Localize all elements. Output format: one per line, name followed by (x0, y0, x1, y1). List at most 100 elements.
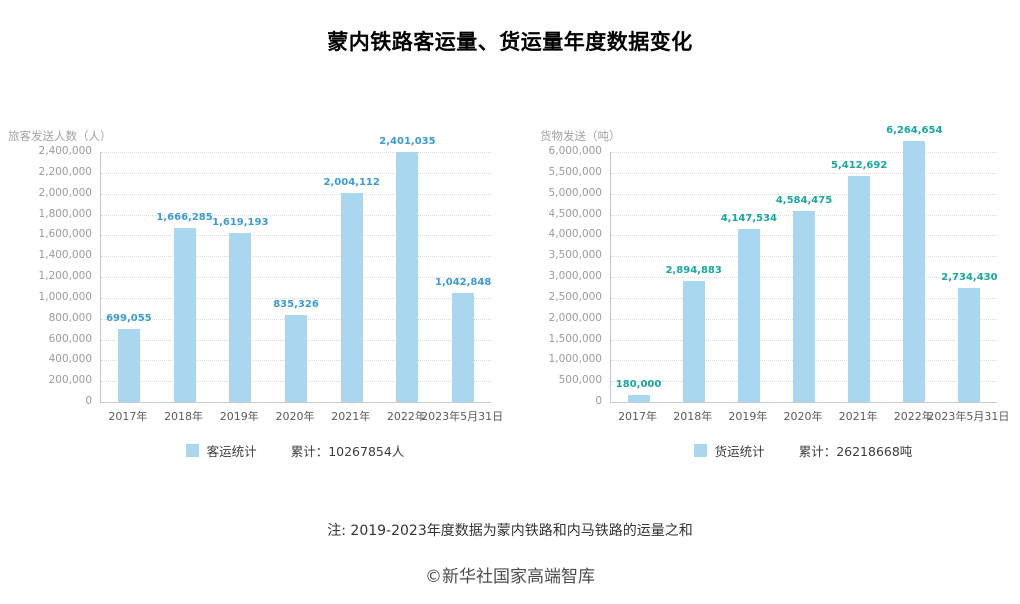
freight-y-axis-title: 货物发送（吨） (540, 129, 621, 143)
bar (340, 193, 363, 402)
y-tick-label: 2,500,000 (548, 290, 602, 303)
passenger-y-axis-title: 旅客发送人数（人） (8, 129, 112, 143)
freight-legend-total: 累计：26218668吨 (798, 444, 913, 459)
x-tick-label: 2020年 (783, 410, 823, 423)
gridline (101, 214, 491, 216)
passenger-plot-area: 699,055 1,666,285 1,619,193 835,326 2,004,11… (100, 136, 492, 403)
bar-value-label: 4,584,475 (775, 194, 833, 206)
gridline (101, 172, 491, 174)
freight-plot-row: 0 500,000 1,000,000 1,500,000 2,000,000 2,500… (540, 125, 1018, 407)
bar (173, 228, 196, 402)
bar (229, 233, 252, 402)
bar-value-label: 2,734,430 (941, 272, 998, 284)
y-tick-label: 4,500,000 (548, 207, 602, 220)
y-tick-label: 1,000,000 (548, 353, 602, 366)
gridline (101, 256, 491, 258)
x-tick-label: 2019年 (728, 410, 768, 423)
bar-value-label: 1,666,285 (156, 212, 213, 224)
bar-value-label: 2,894,883 (665, 265, 722, 277)
page-title: 蒙内铁路客运量、货运量年度数据变化 (327, 30, 693, 54)
freight-y-axis: 0 500,000 1,000,000 1,500,000 2,000,000 2,500… (540, 145, 610, 407)
bar (627, 394, 650, 402)
freight-legend-label: 货运统计 (714, 444, 765, 459)
y-tick-label: 3,500,000 (548, 249, 602, 262)
y-tick-label: 1,500,000 (548, 332, 602, 345)
bar (396, 151, 419, 402)
bar-value-label: 2,401,035 (379, 135, 436, 147)
y-tick-label: 5,500,000 (548, 165, 602, 178)
bar-value-label: 6,264,654 (886, 124, 943, 136)
x-tick-label: 2017年 (108, 410, 148, 423)
bar (903, 140, 926, 402)
bar (848, 176, 871, 402)
freight-x-axis: 2017年 2018年 2019年 2020年 2021年 2022年 2023年5月31日 (610, 408, 1009, 428)
bar (958, 288, 981, 402)
gridline (611, 172, 997, 174)
footnote: 注: 2019-2023年度数据为蒙内铁路和内马铁路的运量之和 (327, 523, 693, 539)
y-tick-label: 1,000,000 (38, 290, 92, 303)
bar-value-label: 4,147,534 (720, 213, 777, 225)
bar (737, 229, 760, 402)
bar (682, 281, 705, 402)
bar-value-label: 180,000 (615, 378, 662, 390)
y-tick-label: 400,000 (48, 353, 92, 366)
bar-value-label: 2,004,112 (323, 177, 380, 189)
passenger-legend-label: 客运统计 (206, 444, 257, 459)
y-tick-label: 1,600,000 (38, 228, 92, 241)
gridline (101, 297, 491, 299)
x-tick-label: 2017年 (618, 410, 658, 423)
bar (285, 315, 307, 402)
passenger-x-axis: 2017年 2018年 2019年 2020年 2021年 2022年 2023年5月31日 (100, 408, 503, 428)
bar-value-label: 835,326 (273, 299, 319, 310)
x-tick-label: 2022年 (386, 410, 426, 423)
x-tick-label: 2021年 (838, 410, 878, 423)
y-tick-label: 4,000,000 (548, 228, 602, 241)
passenger-y-axis: 0 200,000 400,000 600,000 800,000 1,000,000 1,… (8, 145, 100, 407)
passenger-plot-row: 0 200,000 400,000 600,000 800,000 1,000,000 1,… (8, 136, 508, 407)
passenger-legend: 客运统计 累计：10267854人 (100, 441, 490, 460)
x-tick-label: 2018年 (164, 410, 204, 423)
y-tick-label: 0 (595, 395, 602, 407)
y-tick-label: 1,800,000 (38, 207, 92, 220)
passenger-chart: 旅客发送人数（人） 0 200,000 400,000 600,000 800,000 1… (8, 128, 508, 460)
freight-legend: 货运统计 累计：26218668吨 (610, 441, 996, 460)
y-tick-label: 1,400,000 (38, 249, 92, 262)
x-tick-label: 2020年 (275, 410, 315, 423)
y-tick-label: 6,000,000 (548, 145, 602, 157)
bar (793, 210, 815, 402)
y-tick-label: 2,000,000 (38, 186, 92, 199)
copyright: ©新华社国家高端智库 (425, 567, 595, 587)
passenger-legend-total: 累计：10267854人 (290, 444, 405, 459)
gridline (101, 277, 491, 278)
y-tick-label: 3,000,000 (548, 270, 602, 282)
bar-value-label: 1,042,848 (434, 277, 492, 289)
charts-row: 旅客发送人数（人） 0 200,000 400,000 600,000 800,000 1… (0, 125, 1018, 460)
x-tick-label: 2022年 (893, 410, 933, 423)
x-tick-label: 2018年 (673, 410, 713, 423)
gridline (611, 193, 997, 195)
y-tick-label: 2,200,000 (38, 165, 92, 178)
passenger-legend-swatch (185, 444, 199, 457)
y-tick-label: 200,000 (48, 374, 92, 387)
gridline (101, 152, 491, 153)
x-tick-label: 2023年5月31日 (421, 410, 504, 423)
bar-value-label: 1,619,193 (212, 217, 269, 229)
y-tick-label: 2,000,000 (548, 311, 602, 324)
bar-value-label: 5,412,692 (830, 160, 888, 172)
freight-chart: 货物发送（吨） 0 500,000 1,000,000 1,500,000 2,000,… (540, 125, 1018, 460)
y-tick-label: 500,000 (558, 374, 602, 387)
gridline (101, 235, 491, 237)
y-tick-label: 0 (85, 395, 92, 407)
y-tick-label: 2,400,000 (38, 145, 92, 157)
y-tick-label: 5,000,000 (548, 186, 602, 199)
x-tick-label: 2023年5月31日 (927, 410, 1010, 423)
freight-legend-swatch (693, 444, 707, 457)
y-tick-label: 800,000 (48, 311, 92, 324)
gridline (101, 193, 491, 195)
x-tick-label: 2019年 (219, 410, 259, 423)
bar (117, 329, 140, 402)
y-tick-label: 600,000 (48, 332, 92, 345)
gridline (611, 152, 997, 153)
freight-plot-area: 180,000 2,894,883 4,147,534 4,584,475 5,412,… (610, 125, 998, 403)
